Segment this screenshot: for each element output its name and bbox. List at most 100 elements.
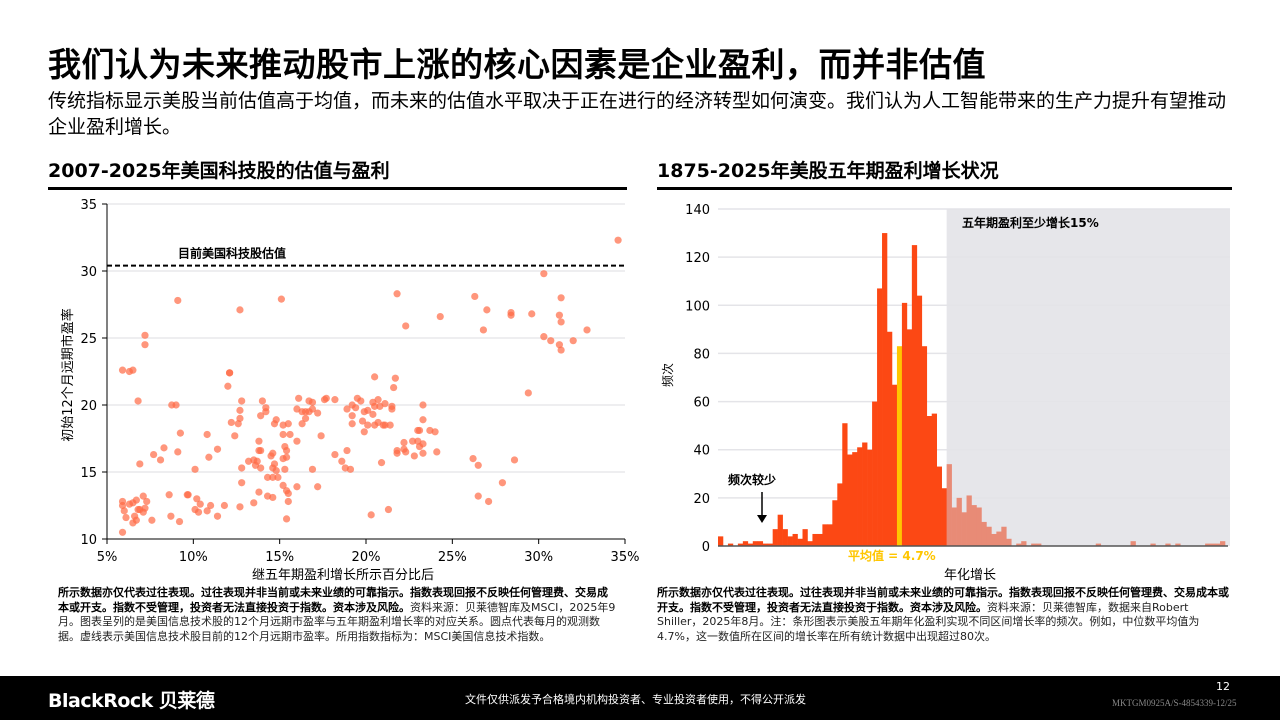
histogram-bar xyxy=(1175,543,1181,546)
scatter-point xyxy=(191,465,199,473)
x-tick-label: 10% xyxy=(179,550,208,565)
scatter-point xyxy=(122,513,130,522)
scatter-point xyxy=(250,499,258,507)
scatter-point xyxy=(410,452,418,460)
scatter-point xyxy=(305,408,313,416)
scatter-point xyxy=(343,405,351,413)
scatter-point xyxy=(331,450,339,459)
scatter-point xyxy=(346,465,355,473)
histogram-bar xyxy=(956,497,962,546)
histogram-bar xyxy=(1001,526,1007,546)
scatter-point xyxy=(409,437,417,445)
histogram-bar xyxy=(827,524,833,546)
scatter-point xyxy=(203,430,211,439)
scatter-point xyxy=(484,497,493,506)
scatter-point xyxy=(224,382,232,390)
scatter-point xyxy=(236,306,244,314)
scatter-point xyxy=(194,508,203,516)
y-tick-label: 20 xyxy=(80,399,97,414)
scatter-point xyxy=(282,515,291,523)
x-tick-label: 35% xyxy=(611,550,640,565)
scatter-point xyxy=(167,512,175,520)
histogram-bar xyxy=(901,302,908,546)
scatter-point xyxy=(269,493,277,502)
scatter-point xyxy=(371,373,379,381)
page-subtitle: 传统指标显示美股当前估值高于均值，而未来的估值水平取决于正在进行的经济转型如何演… xyxy=(48,90,1227,138)
y-tick-label: 140 xyxy=(685,203,710,218)
scatter-point xyxy=(474,492,482,500)
histogram-bar xyxy=(747,543,754,546)
y-tick-label: 0 xyxy=(702,540,710,555)
scatter-point xyxy=(286,430,294,439)
histogram-bar xyxy=(991,533,997,546)
right-footnote-bold: 所示数据亦仅代表过往表现。过往表现并非当前或未来业绩的可靠指示。指数表现回报不反… xyxy=(657,586,1229,614)
histogram-bar xyxy=(1031,543,1037,546)
scatter-point xyxy=(143,497,151,506)
scatter-point xyxy=(540,270,548,278)
scatter-point xyxy=(255,488,263,496)
scatter-point xyxy=(371,402,379,410)
scatter-point xyxy=(364,406,372,414)
y-tick-label: 30 xyxy=(80,265,97,280)
histogram-bar xyxy=(857,447,863,546)
scatter-point xyxy=(384,505,393,514)
histogram-bar xyxy=(767,543,773,546)
scatter-point xyxy=(381,421,389,429)
y-tick-label: 35 xyxy=(80,198,97,213)
scatter-point xyxy=(547,337,555,345)
histogram-bar xyxy=(1165,543,1171,546)
scatter-point xyxy=(583,326,591,334)
low-frequency-label: 频次较少 xyxy=(728,472,776,487)
scatter-point xyxy=(236,503,244,511)
scatter-point xyxy=(569,337,577,345)
histogram-bar xyxy=(1130,541,1136,546)
histogram-bar xyxy=(941,488,947,546)
scatter-point xyxy=(236,406,244,414)
histogram-bar xyxy=(1016,543,1022,546)
scatter-point xyxy=(129,366,137,374)
histogram-bar xyxy=(867,449,873,546)
scatter-point xyxy=(227,418,235,427)
scatter-point xyxy=(369,410,377,418)
scatter-point xyxy=(282,453,291,461)
histogram-bar xyxy=(782,529,788,546)
y-axis-label: 频次 xyxy=(661,363,675,387)
left-footnote: 所示数据亦仅代表过往表现。过往表现并非当前或未来业绩的可靠指示。指数表现回报不反… xyxy=(58,586,618,644)
histogram-bar xyxy=(807,541,813,546)
histogram-bar xyxy=(1021,541,1027,546)
scatter-point xyxy=(220,501,229,510)
scatter-point xyxy=(257,412,265,420)
scatter-point xyxy=(269,473,277,481)
mean-label: 平均值 = 4.7% xyxy=(848,548,936,563)
scatter-point xyxy=(295,394,303,402)
histogram-bar xyxy=(1095,543,1102,546)
scatter-point xyxy=(498,479,507,487)
histogram-bar xyxy=(936,466,942,546)
scatter-point xyxy=(393,290,401,298)
scatter-point xyxy=(419,401,427,409)
scatter-point xyxy=(282,446,291,455)
histogram-bar xyxy=(1220,541,1226,546)
histogram-bar xyxy=(926,416,933,546)
scatter-point xyxy=(134,397,142,405)
histogram-bar xyxy=(847,454,853,546)
scatter-point xyxy=(415,426,424,435)
x-tick-label: 25% xyxy=(438,550,467,565)
scatter-point xyxy=(343,446,351,455)
scatter-point xyxy=(557,294,565,302)
histogram-bar xyxy=(852,452,858,546)
scatter-point xyxy=(279,481,287,489)
scatter-point xyxy=(348,412,356,420)
y-tick-label: 60 xyxy=(693,396,710,411)
y-tick-label: 40 xyxy=(693,444,710,459)
scatter-point xyxy=(390,383,398,392)
mean-bar xyxy=(896,346,903,546)
scatter-point xyxy=(298,420,306,428)
histogram-bar xyxy=(946,464,952,546)
histogram-bar xyxy=(718,536,724,546)
histogram-bar xyxy=(996,531,1002,546)
histogram-bar xyxy=(832,500,838,546)
histogram-bar xyxy=(872,401,878,546)
scatter-point xyxy=(139,508,147,516)
scatter-point xyxy=(132,516,140,524)
